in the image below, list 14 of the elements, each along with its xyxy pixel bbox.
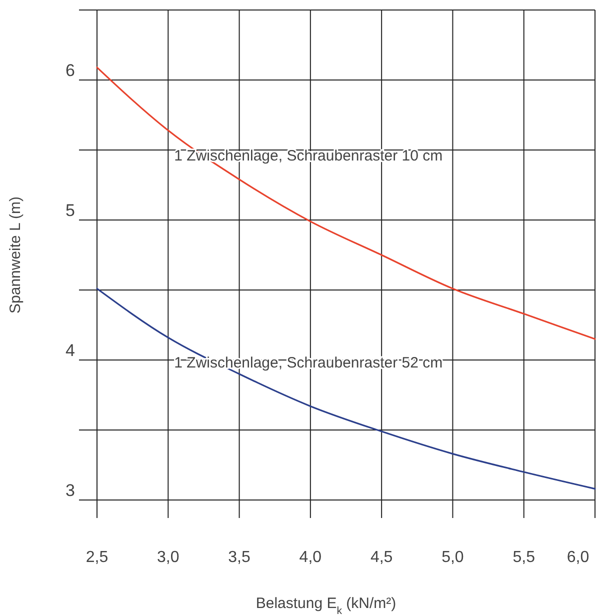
- x-tick-label: 3,0: [157, 549, 180, 566]
- x-tick-label: 4,5: [370, 549, 393, 566]
- x-tick-label: 4,0: [299, 549, 322, 566]
- x-axis-title: Belastung E$_{k}$ (kN/m²): [256, 595, 396, 615]
- y-tick-label: 3: [66, 481, 75, 500]
- y-tick-label: 6: [66, 61, 75, 80]
- y-tick-label: 5: [66, 201, 75, 220]
- y-tick-label: 4: [66, 341, 75, 360]
- x-tick-label: 3,5: [228, 549, 251, 566]
- x-tick-label: 2,5: [86, 549, 108, 566]
- x-tick-label: 5,0: [442, 549, 464, 566]
- x-tick-label: 6,0: [566, 549, 590, 566]
- x-tick-label: 5,5: [512, 549, 536, 566]
- y-axis-title: Spannweite L (m): [7, 196, 24, 314]
